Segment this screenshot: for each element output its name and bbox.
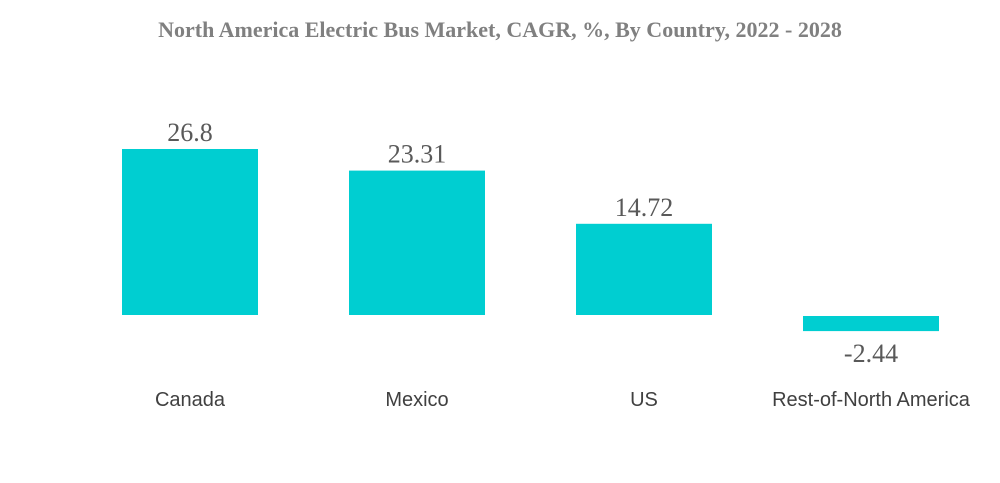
bar-canada: [122, 149, 258, 315]
category-label: Canada: [155, 389, 226, 411]
bar-mexico: [349, 170, 485, 315]
bar-rest-of-north-america: [803, 316, 939, 332]
category-label: US: [630, 389, 658, 411]
bar-us: [576, 223, 712, 315]
value-label: -2.44: [844, 339, 898, 368]
bars-group: [122, 149, 939, 332]
value-label: 23.31: [388, 140, 447, 169]
value-labels-group: 26.8 23.31 14.72 -2.44: [167, 118, 898, 368]
chart-title: North America Electric Bus Market, CAGR,…: [158, 17, 842, 42]
value-label: 14.72: [615, 193, 674, 222]
category-label: Rest-of-North America: [772, 389, 971, 411]
category-label: Mexico: [385, 389, 448, 411]
value-label: 26.8: [167, 118, 213, 147]
category-labels-group: Canada Mexico US Rest-of-North America: [155, 389, 971, 411]
